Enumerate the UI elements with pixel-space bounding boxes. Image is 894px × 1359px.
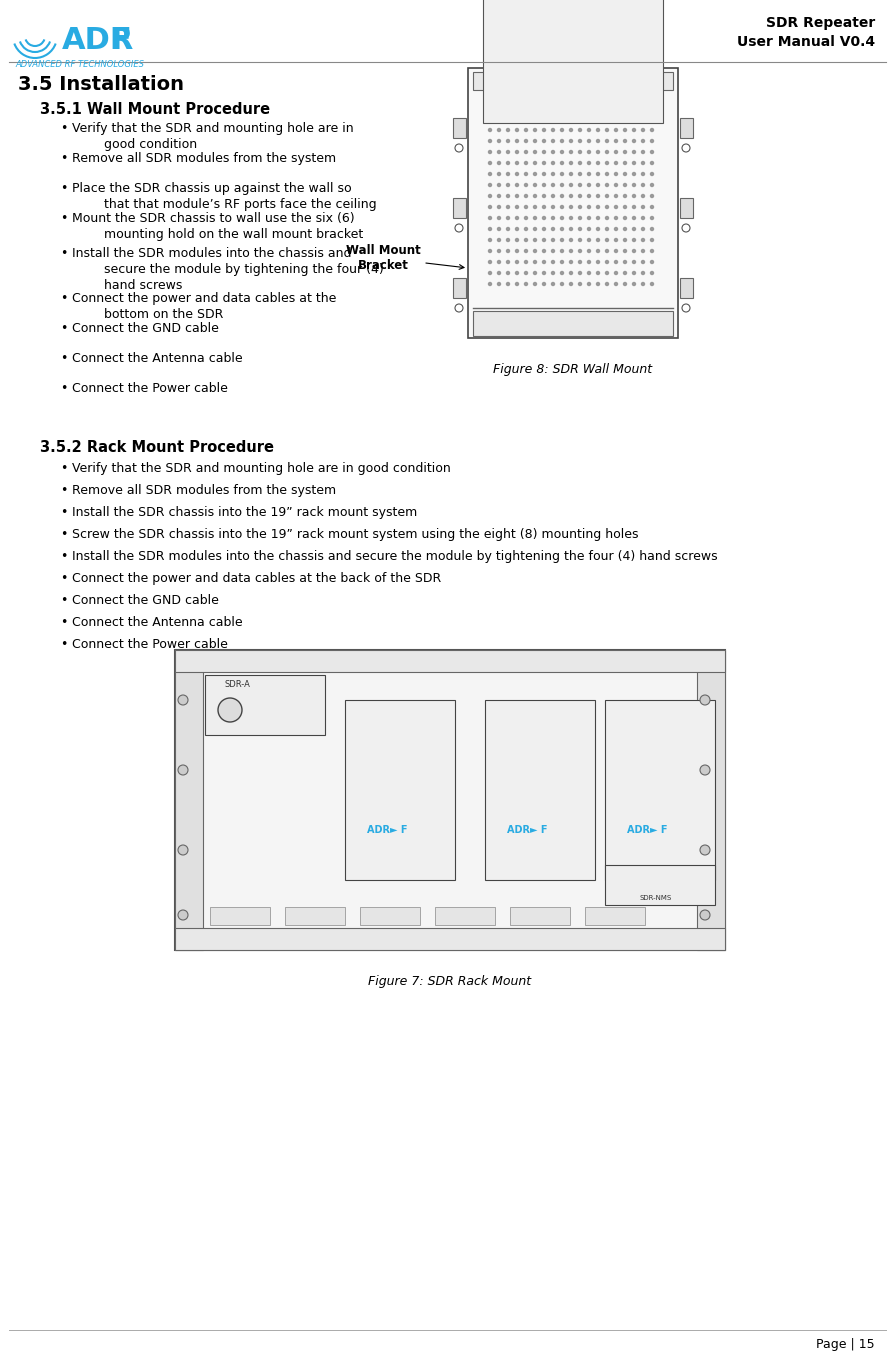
Bar — [452, 118, 466, 139]
Circle shape — [632, 183, 635, 186]
Text: Mount the SDR chassis to wall use the six (6)
        mounting hold on the wall : Mount the SDR chassis to wall use the si… — [72, 212, 363, 241]
Circle shape — [515, 216, 518, 220]
Circle shape — [614, 272, 617, 275]
Circle shape — [605, 250, 608, 253]
Circle shape — [578, 162, 581, 164]
Circle shape — [586, 129, 590, 132]
Bar — [605, 72, 618, 80]
Circle shape — [488, 194, 491, 197]
Circle shape — [650, 151, 653, 154]
Circle shape — [578, 227, 581, 231]
Circle shape — [605, 261, 608, 264]
Circle shape — [488, 173, 491, 175]
Circle shape — [506, 250, 509, 253]
Text: Connect the Antenna cable: Connect the Antenna cable — [72, 616, 242, 629]
Bar — [175, 650, 203, 950]
Circle shape — [551, 272, 554, 275]
Circle shape — [632, 238, 635, 242]
Circle shape — [506, 151, 509, 154]
Circle shape — [524, 261, 527, 264]
Circle shape — [533, 140, 536, 143]
Circle shape — [506, 227, 509, 231]
Circle shape — [623, 194, 626, 197]
Circle shape — [586, 151, 590, 154]
Bar — [510, 906, 569, 925]
Circle shape — [605, 140, 608, 143]
Circle shape — [542, 250, 544, 253]
Bar — [604, 700, 714, 881]
Bar — [604, 864, 714, 905]
Circle shape — [524, 238, 527, 242]
Circle shape — [586, 162, 590, 164]
Circle shape — [623, 261, 626, 264]
Text: Connect the power and data cables at the back of the SDR: Connect the power and data cables at the… — [72, 572, 441, 584]
Circle shape — [560, 205, 563, 208]
Text: Connect the GND cable: Connect the GND cable — [72, 594, 219, 607]
Circle shape — [614, 261, 617, 264]
Circle shape — [533, 162, 536, 164]
Circle shape — [614, 216, 617, 220]
Circle shape — [586, 261, 590, 264]
Circle shape — [650, 238, 653, 242]
Text: Figure 7: SDR Rack Mount: Figure 7: SDR Rack Mount — [368, 974, 531, 988]
Text: Verify that the SDR and mounting hole are in
        good condition: Verify that the SDR and mounting hole ar… — [72, 122, 353, 151]
Bar — [359, 906, 419, 925]
Bar — [641, 72, 654, 80]
Circle shape — [641, 227, 644, 231]
Circle shape — [586, 140, 590, 143]
Circle shape — [595, 183, 599, 186]
Circle shape — [605, 162, 608, 164]
Circle shape — [623, 183, 626, 186]
Circle shape — [650, 216, 653, 220]
Circle shape — [623, 151, 626, 154]
Circle shape — [533, 250, 536, 253]
Circle shape — [515, 283, 518, 285]
Circle shape — [506, 238, 509, 242]
Circle shape — [560, 283, 563, 285]
Circle shape — [542, 283, 544, 285]
Circle shape — [614, 250, 617, 253]
Circle shape — [623, 250, 626, 253]
Circle shape — [595, 283, 599, 285]
Circle shape — [569, 250, 572, 253]
Circle shape — [551, 162, 554, 164]
Text: •: • — [60, 247, 67, 260]
Circle shape — [524, 140, 527, 143]
Circle shape — [578, 183, 581, 186]
Text: ADR► F: ADR► F — [627, 825, 667, 834]
Circle shape — [595, 261, 599, 264]
Circle shape — [515, 272, 518, 275]
Circle shape — [632, 162, 635, 164]
Bar — [523, 72, 536, 80]
Circle shape — [524, 194, 527, 197]
Circle shape — [497, 140, 500, 143]
Bar — [284, 906, 344, 925]
Circle shape — [614, 129, 617, 132]
Circle shape — [650, 162, 653, 164]
Circle shape — [595, 272, 599, 275]
Circle shape — [699, 694, 709, 705]
Text: •: • — [60, 462, 67, 476]
Circle shape — [542, 151, 544, 154]
Circle shape — [605, 216, 608, 220]
Circle shape — [623, 238, 626, 242]
Circle shape — [614, 183, 617, 186]
Circle shape — [586, 272, 590, 275]
Circle shape — [560, 227, 563, 231]
Text: •: • — [60, 594, 67, 607]
Circle shape — [623, 129, 626, 132]
Circle shape — [533, 183, 536, 186]
Circle shape — [488, 227, 491, 231]
Circle shape — [488, 272, 491, 275]
Circle shape — [560, 129, 563, 132]
Bar — [623, 72, 636, 80]
Circle shape — [560, 151, 563, 154]
Circle shape — [569, 238, 572, 242]
Circle shape — [533, 151, 536, 154]
Circle shape — [515, 194, 518, 197]
Circle shape — [488, 283, 491, 285]
Circle shape — [454, 304, 462, 313]
Text: Screw the SDR chassis into the 19” rack mount system using the eight (8) mountin: Screw the SDR chassis into the 19” rack … — [72, 529, 637, 541]
Bar — [452, 198, 466, 217]
Circle shape — [614, 194, 617, 197]
